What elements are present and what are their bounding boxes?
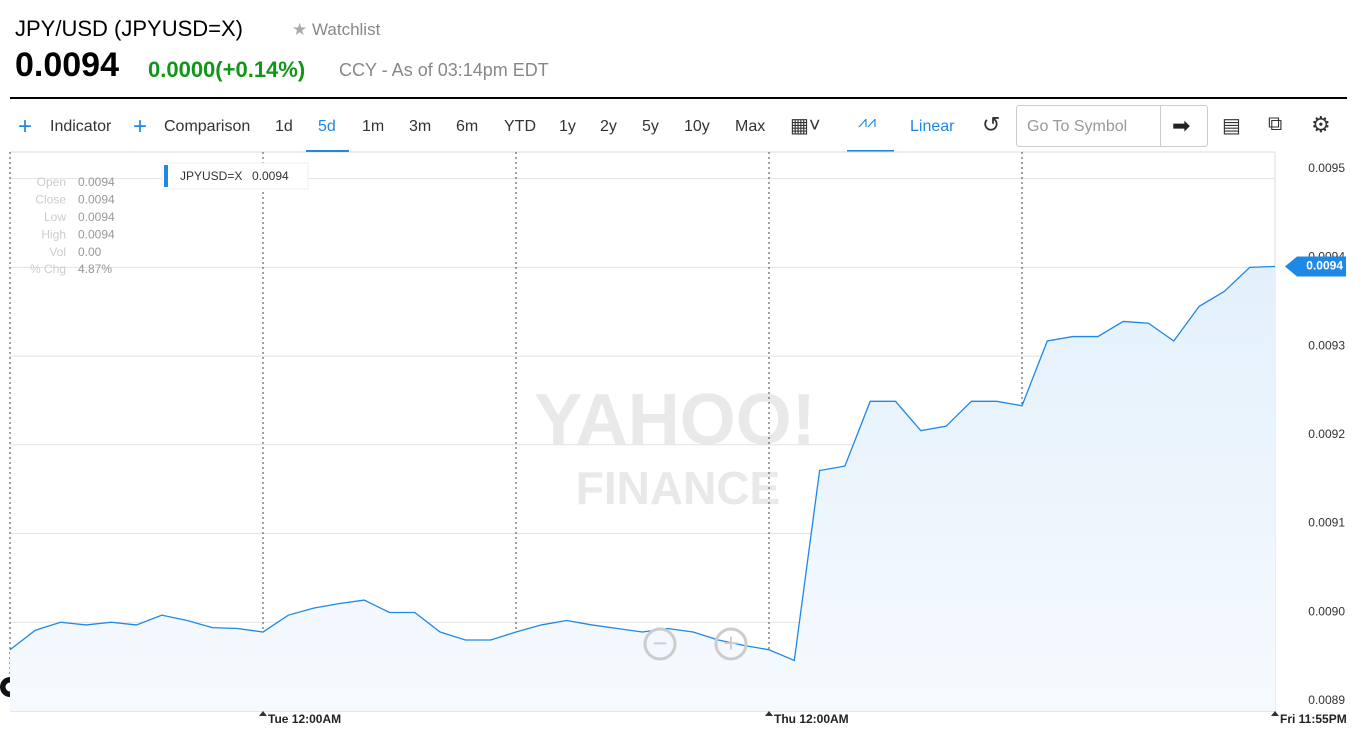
zoom-out-button-glyph: − [652,628,667,658]
range-active-underline [306,150,349,152]
price-tag [1285,256,1346,277]
x-tick [259,711,267,716]
y-tick-label: 0.0089 [1308,693,1345,707]
y-tick-label: 0.0093 [1308,338,1345,352]
range-button[interactable]: 5y [642,118,659,135]
zoom-in-button-ring [714,627,748,661]
range-button[interactable]: 6m [456,118,479,135]
ohlc-label: Close [35,193,66,207]
ohlc-value: 0.0094 [78,193,115,207]
zoom-out-button[interactable]: − [643,627,677,661]
ohlc-label: Open [37,175,66,189]
range-button[interactable]: 5d [318,118,336,135]
watermark: YAHOO! [534,380,815,460]
search-placeholder[interactable]: Go To Symbol [1027,118,1128,135]
ohlc-label: % Chg [30,262,66,276]
symbol-title: JPY/USD (JPYUSD=X) [15,16,243,41]
indicator-button[interactable]: Indicator [50,118,112,135]
ohlc-label: Low [44,210,66,224]
ohlc-value: 0.0094 [78,175,115,189]
x-tick-label: Thu 12:00AM [774,712,849,726]
area [10,266,1275,711]
x-tick-label: Tue 12:00AM [268,712,341,726]
change: 0.0000(+0.14%) [148,57,305,83]
range-button[interactable]: 1y [559,118,576,135]
range-button[interactable]: 1d [275,118,293,135]
y-tick-label: 0.0095 [1308,161,1345,175]
range-button[interactable]: 3m [409,118,432,135]
x-tick-label: Fri 11:55PM [1280,712,1347,726]
ohlc-value: 0.00 [78,245,102,259]
range-button[interactable]: 10y [684,118,710,135]
legend-value: 0.0094 [252,169,289,183]
y-tick-label: 0.0092 [1308,427,1345,441]
watermark: FINANCE [576,462,780,514]
ohlc-label: High [41,227,66,241]
change-pct: (+0.14%) [215,57,306,82]
watchlist-label: Watchlist [311,20,381,39]
price-tag-label: 0.0094 [1306,259,1343,273]
go-button[interactable]: ➡ [1172,113,1191,138]
x-tick [1271,711,1279,716]
legend-name: JPYUSD=X [180,169,242,183]
range-button[interactable]: 2y [600,118,617,135]
legend-swatch [164,165,168,187]
price-line [9,265,1276,662]
as-of: CCY - As of 03:14pm EDT [339,60,549,80]
divider [10,97,1347,99]
x-tick [765,711,773,716]
popout-button[interactable]: ⧉ [1268,113,1283,135]
watchlist[interactable]: ★ Watchlist [292,20,381,39]
price: 0.0094 [15,46,119,84]
ohlc-value: 0.0094 [78,227,115,241]
range-button[interactable]: 1m [362,118,385,135]
comparison-button[interactable]: Comparison [164,118,251,135]
zoom-out-button-ring [643,627,677,661]
range-button[interactable]: YTD [504,118,536,135]
range-button[interactable]: Max [735,118,766,135]
chart-type-button[interactable]: ▦˅ [790,115,821,137]
y-tick-label: 0.0090 [1308,604,1345,618]
undo-button[interactable]: ↺ [982,112,1001,137]
ohlc-label: Vol [49,245,66,259]
chart: YAHOO! FINANCE 0.0089 0.0090 0.0091 0.0092 0… [0,151,1347,726]
line-icon[interactable]: ⩘⩘ [858,114,877,131]
print-button[interactable]: ▤ [1222,115,1241,137]
search-box[interactable] [1016,105,1208,147]
legend-box [161,162,309,190]
ohlc-value: 4.87% [78,262,112,276]
ohlc-value: 0.0094 [78,210,115,224]
zoom-in-button-glyph: + [723,628,738,658]
scale-button[interactable]: Linear [910,118,955,135]
zoom-in-button[interactable]: + [714,627,748,661]
change-value: 0.0000 [148,57,216,82]
settings-button[interactable]: ⚙ [1311,112,1331,137]
y-tick-label: 0.0091 [1308,516,1345,530]
